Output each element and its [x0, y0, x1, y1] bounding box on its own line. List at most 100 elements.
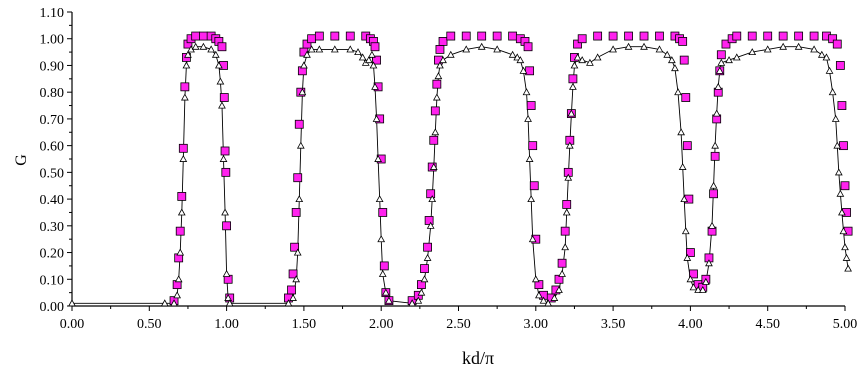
- triangle-marker: [524, 114, 532, 122]
- square-marker: [828, 34, 838, 44]
- triangle-marker: [609, 45, 617, 53]
- triangle-marker: [565, 141, 574, 149]
- square-marker: [420, 264, 429, 273]
- triangle-marker: [831, 114, 840, 122]
- triangle-marker: [300, 61, 308, 69]
- square-marker: [624, 31, 633, 41]
- triangle-marker: [298, 88, 307, 96]
- triangle-marker: [218, 101, 226, 109]
- square-marker: [432, 79, 442, 89]
- square-marker: [534, 280, 544, 290]
- triangle-marker: [732, 53, 741, 61]
- square-marker: [424, 216, 434, 225]
- square-marker: [477, 31, 487, 41]
- triangle-marker: [434, 72, 443, 80]
- triangle-marker: [698, 285, 707, 293]
- square-marker: [191, 31, 201, 41]
- triangle-marker: [748, 48, 757, 56]
- triangle-marker: [779, 42, 788, 50]
- triangle-marker: [180, 93, 189, 101]
- triangle-marker: [513, 53, 522, 61]
- square-marker: [330, 31, 340, 41]
- x-tick-label: 0.50: [137, 317, 162, 332]
- triangle-marker: [712, 109, 721, 117]
- square-marker: [446, 31, 456, 41]
- square-marker: [710, 151, 720, 161]
- square-marker: [217, 42, 227, 52]
- square-marker: [732, 31, 742, 41]
- y-tick-label: 0.30: [40, 220, 65, 235]
- triangle-marker: [477, 42, 486, 50]
- square-marker: [379, 261, 389, 271]
- triangle-marker: [179, 154, 188, 162]
- square-marker: [288, 269, 298, 279]
- triangle-marker: [428, 195, 437, 203]
- triangle-marker: [841, 243, 849, 251]
- triangle-marker: [683, 253, 692, 261]
- triangle-marker: [564, 173, 573, 181]
- triangle-marker: [558, 269, 566, 277]
- square-marker: [429, 135, 439, 145]
- square-marker: [577, 34, 587, 44]
- triangle-marker: [214, 61, 223, 69]
- square-marker: [593, 31, 603, 41]
- triangle-marker: [561, 243, 570, 251]
- square-marker: [430, 106, 440, 116]
- y-tick-label: 0.60: [40, 140, 65, 155]
- triangle-marker: [701, 277, 710, 285]
- triangle-marker: [68, 299, 76, 307]
- square-marker: [679, 55, 689, 65]
- triangle-marker: [369, 61, 378, 69]
- y-axis-label: G: [13, 154, 30, 166]
- triangle-marker: [414, 296, 423, 304]
- triangle-marker: [569, 82, 577, 90]
- triangle-marker: [714, 82, 723, 90]
- triangle-marker: [525, 154, 534, 162]
- triangle-marker: [535, 291, 543, 299]
- triangle-marker: [420, 275, 429, 283]
- square-marker: [370, 42, 380, 52]
- square-marker: [837, 101, 847, 110]
- triangle-marker: [160, 299, 169, 307]
- square-marker: [219, 93, 229, 102]
- y-tick-label: 0.50: [40, 166, 65, 181]
- triangle-marker: [836, 189, 845, 197]
- triangle-marker: [436, 61, 444, 69]
- triangle-marker: [844, 264, 852, 272]
- square-marker: [832, 39, 842, 49]
- series-markers: [68, 31, 853, 307]
- triangle-marker: [292, 275, 301, 283]
- triangle-marker: [570, 61, 579, 69]
- y-tick-label: 0.70: [40, 113, 65, 128]
- triangle-marker: [833, 141, 842, 149]
- triangle-marker: [173, 291, 182, 299]
- x-tick-label: 4.00: [678, 317, 703, 332]
- triangle-marker: [794, 42, 803, 50]
- square-marker: [639, 31, 649, 41]
- square-marker: [426, 189, 436, 199]
- square-marker: [314, 31, 324, 41]
- triangle-marker: [527, 195, 536, 203]
- triangle-marker: [191, 42, 200, 50]
- x-tick-label: 2.50: [446, 317, 471, 332]
- triangle-marker: [671, 64, 679, 72]
- square-marker: [716, 50, 726, 60]
- square-marker: [689, 269, 698, 279]
- y-tick-label: 1.10: [40, 6, 65, 21]
- triangle-marker: [375, 195, 384, 203]
- triangle-marker: [303, 50, 311, 58]
- triangle-marker: [462, 45, 471, 53]
- square-marker: [608, 31, 618, 41]
- y-tick-label: 0.00: [40, 300, 65, 315]
- y-tick-label: 0.40: [40, 193, 65, 208]
- triangle-marker: [531, 275, 540, 283]
- triangle-marker: [586, 58, 594, 66]
- x-tick-label: 1.50: [292, 317, 317, 332]
- triangle-marker: [184, 50, 192, 58]
- square-marker: [175, 226, 185, 236]
- x-tick-label: 1.00: [214, 317, 239, 332]
- x-tick-label: 3.00: [524, 317, 549, 332]
- y-tick-label: 0.10: [40, 273, 65, 288]
- square-marker: [568, 74, 578, 84]
